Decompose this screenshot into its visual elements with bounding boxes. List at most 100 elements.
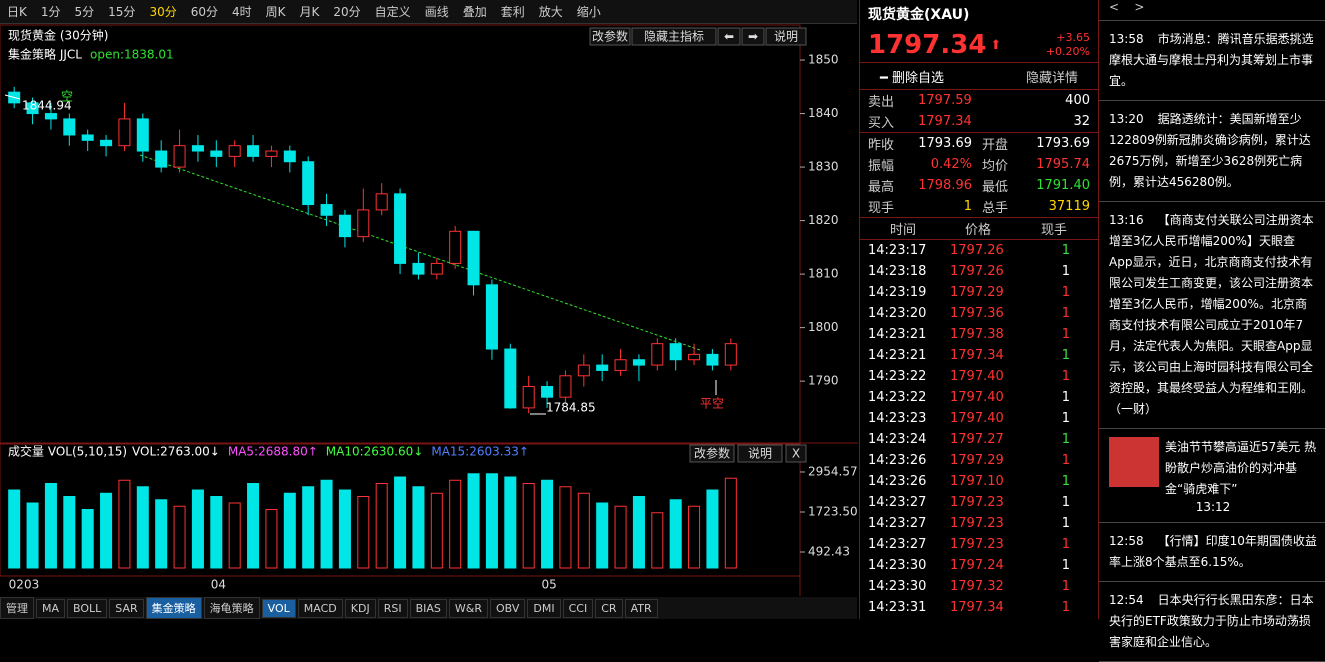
indicator-tab[interactable]: VOL	[261, 598, 296, 618]
trade-price: 1797.29	[950, 453, 1004, 468]
volume-bar	[210, 496, 223, 569]
indicator-tab[interactable]: RSI	[377, 598, 408, 618]
indicator-tab[interactable]: KDJ	[344, 598, 376, 618]
news-item[interactable]: 13:20 据路透统计：美国新增至少122809例新冠肺炎确诊病例，累计达2675…	[1099, 101, 1325, 202]
volume-bar	[155, 499, 168, 569]
news-item[interactable]: 美油节节攀高逼近57美元 热盼散户炒高油价的对冲基金“骑虎难下” 13:12	[1099, 429, 1325, 523]
candle-body	[44, 113, 57, 120]
candle-body	[596, 364, 609, 371]
volume-bar	[338, 489, 351, 569]
trade-qty: 1	[1061, 348, 1070, 363]
toolbar-button[interactable]: 5分	[74, 5, 95, 19]
toolbar-button[interactable]: 周K	[265, 5, 286, 19]
button-frame	[765, 27, 807, 46]
volume-bar	[228, 502, 241, 569]
toolbar-button[interactable]: 叠加	[462, 5, 487, 19]
strategy: 集金策略 JJCL	[8, 47, 82, 62]
indicator-tab[interactable]: MACD	[297, 598, 343, 618]
candle-body	[283, 150, 296, 163]
news-item[interactable]: 12:58 【行情】印度10年期国债收益率上涨8个基点至6.15%。	[1099, 523, 1325, 582]
stat-value: 37119	[1048, 199, 1090, 214]
news-time: 13:16	[1109, 213, 1144, 227]
toolbar-button[interactable]: 画线	[424, 5, 449, 19]
trade-price: 1797.10	[950, 474, 1004, 489]
trade-time: 14:23:21	[868, 327, 927, 342]
candle-body	[100, 139, 113, 147]
volume-bar	[283, 492, 296, 569]
book-row: 卖出 1797.59 400	[868, 90, 1090, 111]
change-pct: +0.20%	[1045, 45, 1090, 58]
trade-row: 14:23:24 1797.27 1	[868, 429, 1090, 450]
news-text: 【行情】印度10年期国债收益率上涨8个基点至6.15%。	[1109, 534, 1317, 569]
book-qty: 400	[1065, 93, 1090, 108]
indicator-tab[interactable]: 海龟策略	[203, 597, 260, 619]
trade-qty: 1	[1061, 453, 1070, 468]
candle-body	[173, 145, 186, 168]
volume-bar	[614, 505, 627, 569]
remove-label[interactable]: 删除自选	[891, 70, 944, 86]
indicator-tab[interactable]: SAR	[109, 598, 144, 618]
volume-bar	[688, 505, 701, 569]
toolbar-button[interactable]: 4时	[232, 5, 252, 19]
trade-price: 1797.40	[950, 390, 1004, 405]
volume-bar	[26, 502, 39, 569]
legend-entry: MA5:2688.80↑	[228, 445, 318, 459]
toolbar-button[interactable]: 1分	[40, 5, 61, 19]
trade-price: 1797.36	[950, 306, 1004, 321]
volume-bar	[191, 489, 204, 569]
candle-body	[614, 359, 627, 371]
volume-bar	[541, 479, 554, 569]
toolbar-button[interactable]: 日K	[7, 5, 27, 19]
toolbar-button[interactable]: 缩小	[576, 5, 601, 19]
indicator-tab[interactable]: MA	[36, 598, 66, 618]
indicator-tab[interactable]: CR	[595, 598, 623, 618]
indicator-tab[interactable]: CCI	[562, 598, 594, 618]
stat-value: 0.42%	[930, 157, 972, 172]
toolbar-button[interactable]: 放大	[538, 5, 563, 19]
trade-row: 14:23:21 1797.38 1	[868, 324, 1090, 345]
candle-body	[394, 193, 407, 264]
candle-body	[63, 118, 76, 136]
toolbar-button[interactable]: 30分	[149, 5, 177, 19]
news-item[interactable]: 12:54 日本央行行长黑田东彦：日本央行的ETF政策致力于防止市场动荡损害家庭和…	[1099, 582, 1325, 662]
trade-qty: 1	[1061, 390, 1070, 405]
toolbar-button[interactable]: 60分	[190, 5, 218, 19]
trade-row: 14:23:27 1797.23 1	[868, 513, 1090, 534]
toolbar-button[interactable]: 15分	[108, 5, 136, 19]
toolbar-button[interactable]: 20分	[333, 5, 361, 19]
news-item[interactable]: 13:16 【商商支付关联公司注册资本增至3亿人民币增幅200%】天眼查App显示…	[1099, 202, 1325, 429]
indicator-tab[interactable]: 集金策略	[145, 597, 202, 619]
trade-header: 现手	[1040, 223, 1067, 238]
remove-watch[interactable]: ━ 删除自选	[880, 70, 944, 86]
indicator-tab[interactable]: BOLL	[67, 598, 108, 618]
candle-body	[412, 262, 425, 275]
news-nav[interactable]: < >	[1099, 0, 1325, 21]
indicator-tab[interactable]: 管理	[0, 597, 34, 619]
toolbar-button[interactable]: 自定义	[374, 5, 411, 19]
trade-time: 14:23:27	[868, 537, 927, 552]
trade-qty: 1	[1061, 432, 1070, 447]
trade-qty: 1	[1061, 558, 1070, 573]
trade-qty: 1	[1061, 474, 1070, 489]
trade-row: 14:23:26 1797.29 1	[868, 450, 1090, 471]
stat-label: 总手	[982, 201, 1009, 216]
candle-body	[724, 343, 737, 366]
hide-detail[interactable]: 隐藏详情	[1025, 70, 1078, 86]
news-item[interactable]: 13:58 市场消息：腾讯音乐据悉挑选摩根大通与摩根士丹利为其筹划上市事宜。	[1099, 21, 1325, 101]
stat-value: 1798.96	[918, 178, 972, 193]
indicator-tab[interactable]: DMI	[527, 598, 561, 618]
annotation: 1784.85	[546, 401, 596, 415]
toolbar-button[interactable]: 月K	[299, 5, 320, 19]
y-tick-label: 1830	[808, 160, 839, 174]
candle-body	[522, 385, 535, 409]
indicator-tab[interactable]: ATR	[624, 598, 658, 618]
indicator-tab[interactable]: BIAS	[409, 598, 447, 618]
toolbar-button[interactable]: 套利	[500, 5, 525, 19]
book-qty: 32	[1073, 114, 1090, 129]
trade-row: 14:23:26 1797.10 1	[868, 471, 1090, 492]
indicator-tab[interactable]: OBV	[490, 598, 526, 618]
indicator-tab[interactable]: W&R	[448, 598, 488, 618]
news-image	[1109, 437, 1159, 487]
chart-button: ➡	[748, 30, 758, 44]
candle-body	[485, 284, 498, 350]
